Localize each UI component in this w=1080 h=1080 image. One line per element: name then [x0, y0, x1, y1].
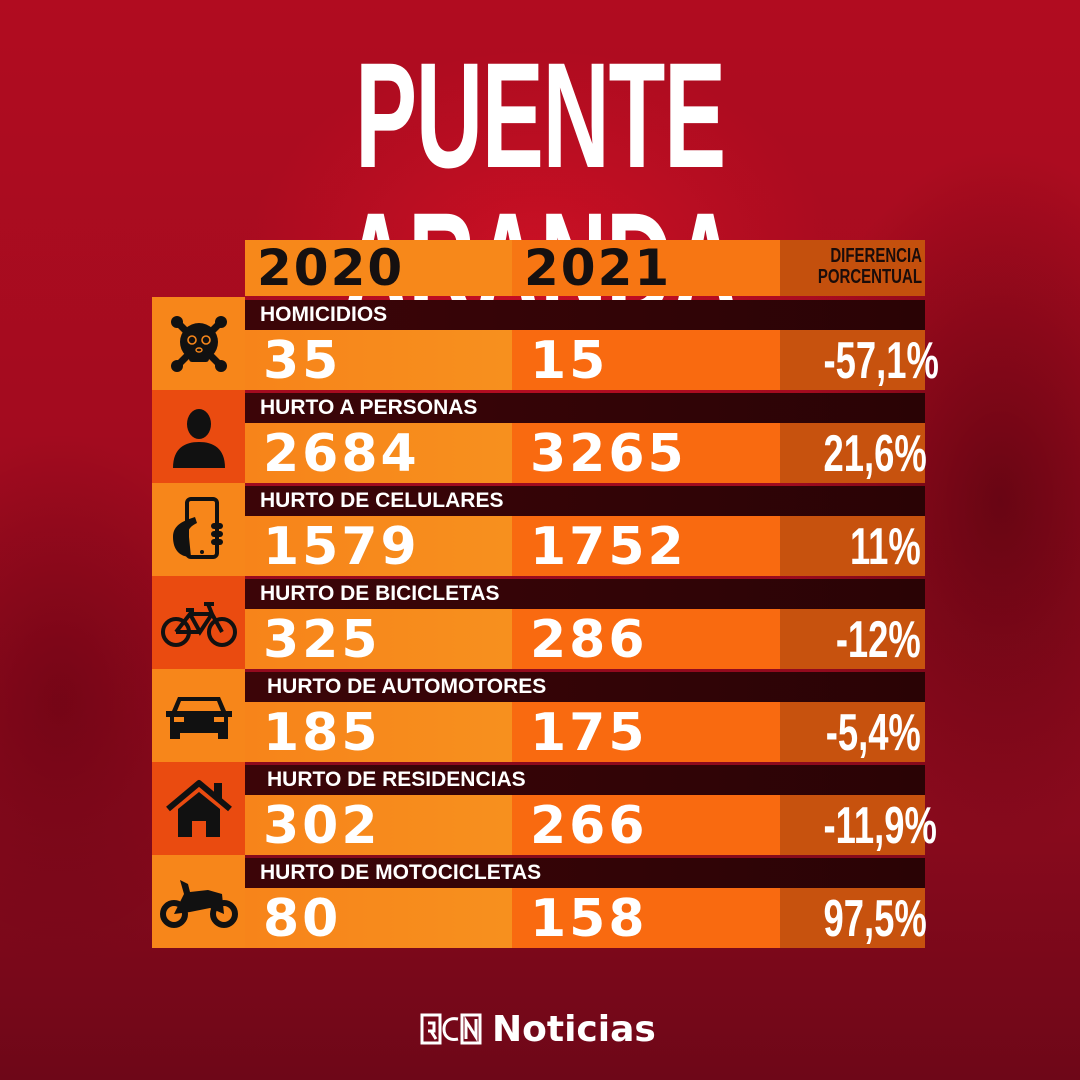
table-row: HURTO DE AUTOMOTORES 185 175 -5,4%: [152, 669, 925, 763]
header-diff: DIFERENCIA PORCENTUAL: [817, 245, 922, 288]
row-label: HURTO DE AUTOMOTORES: [267, 675, 547, 698]
house-icon: [165, 779, 232, 837]
value-2021: 15: [530, 331, 609, 391]
rcn-logo-icon: [420, 1013, 482, 1045]
table-row: HURTO DE CELULARES 1579 1752 11%: [152, 483, 925, 577]
value-diff: -12%: [835, 611, 921, 669]
car-icon: [165, 696, 232, 739]
value-diff: 21,6%: [823, 425, 927, 483]
table-row: HURTO DE BICICLETAS 325 286 -12%: [152, 576, 925, 670]
value-2021: 175: [530, 703, 648, 763]
value-2020: 2684: [263, 424, 420, 484]
row-label: HURTO DE RESIDENCIAS: [267, 768, 526, 791]
row-label: HURTO A PERSONAS: [260, 396, 478, 419]
brand-name: Noticias: [492, 1008, 656, 1050]
phone-in-hand-icon: [172, 496, 223, 559]
row-label: HOMICIDIOS: [260, 303, 388, 326]
bicycle-icon: [160, 601, 237, 647]
value-2020: 185: [263, 703, 381, 763]
value-2020: 1579: [263, 517, 420, 577]
row-label: HURTO DE MOTOCICLETAS: [260, 861, 542, 884]
row-label: HURTO DE BICICLETAS: [260, 582, 500, 605]
skull-crossbones-icon: [170, 315, 227, 372]
table-row: HURTO DE MOTOCICLETAS 80 158 97,5%: [152, 855, 927, 949]
table-header: 2020 2021 DIFERENCIA PORCENTUAL: [245, 240, 925, 296]
value-diff: -5,4%: [825, 704, 921, 762]
person-icon: [172, 408, 225, 468]
value-2021: 1752: [530, 517, 687, 577]
table-row: HOMICIDIOS 35 15 -57,1%: [152, 297, 939, 391]
row-label: HURTO DE CELULARES: [260, 489, 504, 512]
value-2021: 3265: [530, 424, 687, 484]
value-2021: 286: [530, 610, 648, 670]
value-2020: 35: [263, 331, 342, 391]
value-2021: 158: [530, 889, 648, 949]
brand-logo: Noticias: [420, 1006, 656, 1052]
table-row: HURTO DE RESIDENCIAS 302 266 -11,9%: [152, 762, 937, 856]
value-diff: -57,1%: [823, 332, 939, 390]
value-2021: 266: [530, 796, 648, 856]
value-diff: 11%: [849, 518, 921, 576]
motorcycle-icon: [159, 879, 238, 928]
value-2020: 80: [263, 889, 342, 949]
value-diff: -11,9%: [823, 797, 937, 855]
value-diff: 97,5%: [823, 890, 927, 948]
value-2020: 325: [263, 610, 381, 670]
value-2020: 302: [263, 796, 381, 856]
header-year-2021: 2021: [524, 239, 672, 297]
header-year-2020: 2020: [257, 239, 405, 297]
table-row: HURTO A PERSONAS 2684 3265 21,6%: [152, 390, 927, 484]
